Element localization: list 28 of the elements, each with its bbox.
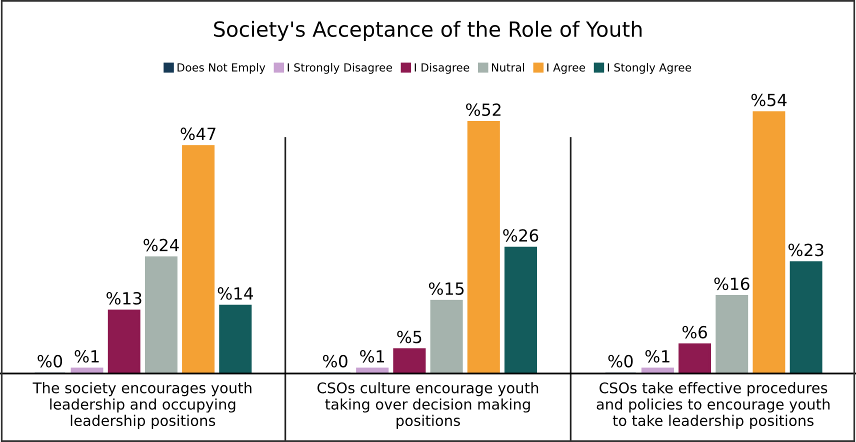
data-label: %1 [74,350,99,363]
x-tick-label: CSOs culture encourage youth taking over decision making positions [317,382,538,429]
chart-title: Society's Acceptance of the Role of Youth [214,20,642,42]
x-tick-label: CSOs take effective procedures and policies to encourage youth to take leadership positions [596,382,830,429]
legend-label: I Disagree [414,63,470,74]
data-label: %0 [322,354,348,368]
data-label: %1 [360,350,384,363]
data-label: %15 [428,282,464,295]
data-label: %26 [503,229,538,242]
legend-label: Does Not Emply [178,63,266,74]
legend-label: Nutral [492,63,524,72]
data-label: %1 [645,350,670,363]
data-label: %6 [682,326,707,338]
data-label: %0 [608,354,633,368]
data-label: %16 [714,277,750,290]
data-label: %0 [38,354,62,368]
legend-label: I Agree [547,63,586,74]
data-label: %13 [106,292,142,305]
data-label: %52 [466,103,500,116]
data-label: %14 [218,287,253,300]
legend-label: I Stongly Agree [608,63,692,74]
data-label: %23 [788,244,824,256]
data-label: %47 [180,128,216,140]
x-tick-label: The society encourages youth leadership and occupying leadership positions [32,382,252,429]
legend-label: I Strongly Disagree [288,63,392,74]
data-label: %5 [397,330,422,344]
data-label: %24 [144,238,179,252]
data-label: %54 [751,94,787,106]
